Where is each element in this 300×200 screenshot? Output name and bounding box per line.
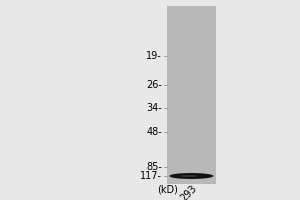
Text: 19-: 19-	[146, 51, 162, 61]
Ellipse shape	[169, 173, 214, 179]
Text: 48-: 48-	[146, 127, 162, 137]
Text: 293: 293	[179, 183, 199, 200]
Bar	[167, 6, 216, 184]
Text: (kD): (kD)	[158, 185, 178, 195]
Text: 117-: 117-	[140, 171, 162, 181]
Text: 34-: 34-	[146, 103, 162, 113]
Text: 85-: 85-	[146, 162, 162, 172]
Ellipse shape	[181, 175, 197, 177]
Text: 26-: 26-	[146, 80, 162, 90]
